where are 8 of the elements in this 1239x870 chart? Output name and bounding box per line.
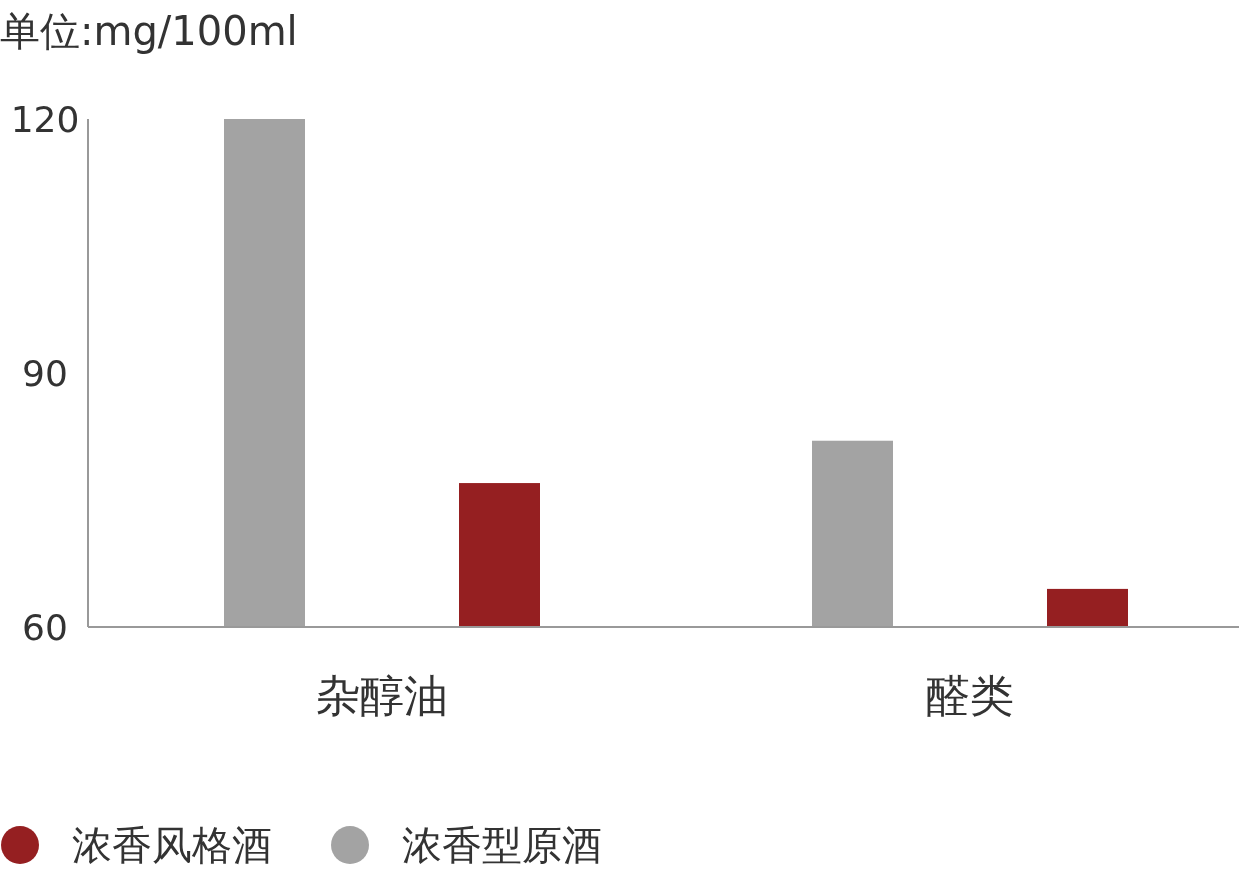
x-tick-label: 醛类 [926, 669, 1014, 721]
y-tick-label: 120 [10, 98, 80, 140]
x-tick-label: 杂醇油 [316, 669, 448, 721]
legend-label: 浓香型原酒 [402, 822, 602, 868]
y-tick-label: 90 [22, 352, 68, 394]
y-tick-label: 60 [22, 606, 68, 648]
legend-label: 浓香风格酒 [72, 822, 272, 868]
chart-title: 单位:mg/100ml [0, 8, 298, 54]
